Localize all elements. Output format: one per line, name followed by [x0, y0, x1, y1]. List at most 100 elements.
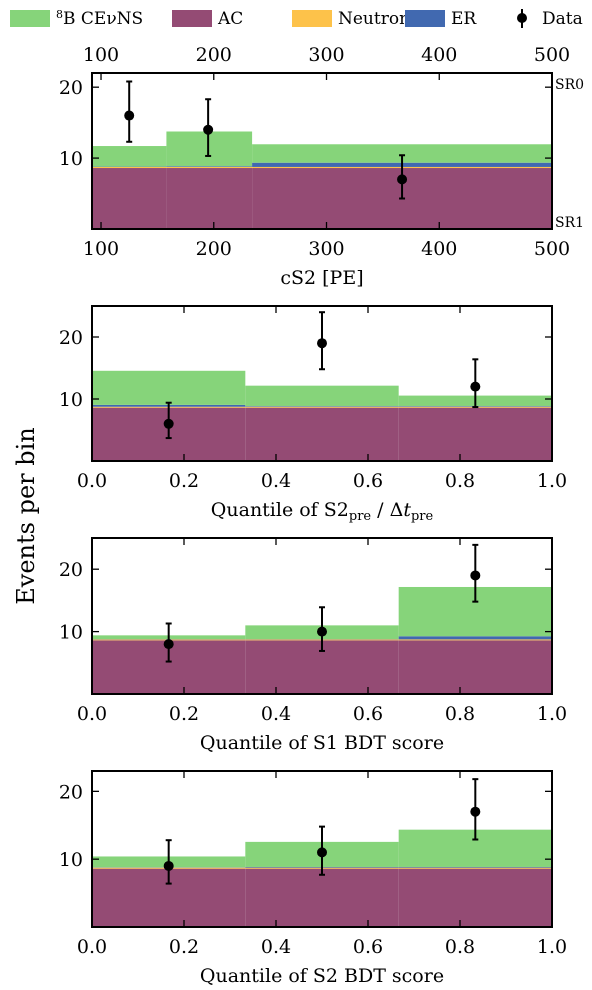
x-tick-label: 1.0	[537, 703, 567, 725]
data-point	[470, 806, 481, 817]
x-tick-label: 300	[308, 238, 344, 260]
data-point	[317, 847, 327, 858]
bar-cevns	[252, 144, 553, 163]
legend-item: ER	[405, 9, 477, 29]
y-tick-label: 20	[59, 327, 83, 349]
y-tick-label: 10	[59, 849, 83, 871]
x-tick-label: 0.4	[261, 936, 291, 958]
bar-cevns	[245, 385, 399, 407]
data-point	[470, 381, 481, 392]
x-tick-label: 200	[196, 238, 232, 260]
x-tick-label: 0.2	[169, 470, 199, 492]
legend-swatch	[10, 10, 50, 27]
top-axis-tick-label: 500	[534, 44, 570, 66]
data-point	[163, 418, 174, 429]
y-axis-label: Events per bin	[12, 427, 40, 605]
top-axis-tick-label: 200	[196, 44, 232, 66]
axes-frame	[91, 537, 553, 695]
bar-ac	[398, 868, 552, 927]
data-point	[397, 174, 408, 185]
y-tick-label: 10	[59, 148, 83, 170]
x-tick-label: 0.0	[77, 703, 107, 725]
data-point	[470, 570, 481, 581]
legend-swatch	[292, 10, 332, 27]
top-axis-tick-label: 400	[421, 44, 457, 66]
legend-label: Neutron	[338, 9, 410, 29]
x-axis-label: Quantile of S1 BDT score	[200, 732, 444, 754]
legend-item: Neutron	[292, 9, 410, 29]
x-tick-label: 0.6	[353, 703, 383, 725]
chart-panel-4: 0.0 0.2 0.4 0.6 0.8 1.0 10 20 Quantile of S2 BDT…	[59, 770, 567, 987]
data-point	[163, 860, 174, 871]
x-tick-label: 0.6	[353, 470, 383, 492]
legend-item: AC	[172, 9, 243, 29]
x-axis-label: Quantile of S2pre / Δtpre	[211, 499, 434, 524]
x-tick-label: 0.8	[445, 936, 475, 958]
x-tick-label: 0.6	[353, 936, 383, 958]
bar-neutron	[398, 867, 552, 869]
bar-neutron	[398, 639, 552, 641]
bar-cevns	[166, 131, 253, 167]
chart-panel-2: 0.0 0.2 0.4 0.6 0.8 1.0 10 20 Quantile of S2pre …	[59, 305, 567, 524]
y-tick-label: 10	[59, 389, 83, 411]
top-axis-tick-label: 100	[83, 44, 119, 66]
x-tick-label: 0.4	[261, 703, 291, 725]
axes-frame	[91, 72, 553, 230]
x-tick-label: 100	[83, 238, 119, 260]
x-tick-label: 0.0	[77, 936, 107, 958]
legend-swatch	[405, 10, 445, 27]
bar-neutron	[166, 166, 253, 169]
chart-panel-3: 0.0 0.2 0.4 0.6 0.8 1.0 10 20 Quantile of S1 BDT…	[59, 537, 567, 754]
data-point	[203, 124, 214, 135]
bar-neutron	[245, 406, 399, 408]
x-tick-label: 1.0	[537, 936, 567, 958]
bar-er	[245, 406, 399, 407]
x-tick-label: 500	[534, 238, 570, 260]
legend-label: ER	[451, 9, 477, 29]
y-tick-label: 10	[59, 622, 83, 644]
legend-label: Data	[542, 9, 583, 29]
bar-ac	[245, 868, 399, 927]
bar-ac	[92, 168, 167, 229]
bar-neutron	[92, 166, 167, 169]
y-tick-label: 20	[59, 77, 83, 99]
bar-ac	[245, 407, 399, 461]
axes-frame	[91, 770, 553, 928]
top-axis-tick-label: 300	[308, 44, 344, 66]
x-tick-label: 0.8	[445, 703, 475, 725]
x-tick-label: 0.2	[169, 703, 199, 725]
data-point	[317, 626, 327, 637]
legend-label: AC	[217, 9, 243, 29]
x-tick-label: 0.8	[445, 470, 475, 492]
bar-er	[398, 866, 552, 868]
legend-marker	[517, 13, 527, 23]
x-tick-label: 0.4	[261, 470, 291, 492]
bar-er	[398, 636, 552, 640]
region-label-sr1: SR1	[555, 215, 584, 231]
legend: 8B CEνNS AC Neutron ER Data	[10, 8, 583, 29]
bar-ac	[166, 168, 253, 229]
region-label-sr0: SR0	[555, 77, 584, 93]
y-tick-label: 20	[59, 559, 83, 581]
legend-swatch	[172, 10, 212, 27]
bar-cevns	[92, 146, 167, 167]
x-tick-label: 1.0	[537, 470, 567, 492]
data-point	[163, 639, 174, 650]
bar-er	[166, 166, 253, 167]
legend-label: 8B CEνNS	[56, 8, 143, 29]
x-tick-label: 400	[421, 238, 457, 260]
y-tick-label: 20	[59, 781, 83, 803]
bar-ac	[398, 407, 552, 461]
x-axis-label: cS2 [PE]	[280, 267, 363, 289]
legend-item: Data	[517, 9, 583, 29]
x-tick-label: 0.2	[169, 936, 199, 958]
axes-frame	[91, 305, 553, 462]
bar-ac	[398, 640, 552, 694]
data-point	[317, 338, 327, 349]
x-tick-label: 0.0	[77, 470, 107, 492]
legend-item: 8B CEνNS	[10, 8, 143, 29]
x-axis-label: Quantile of S2 BDT score	[200, 965, 444, 987]
bar-cevns	[92, 370, 246, 405]
